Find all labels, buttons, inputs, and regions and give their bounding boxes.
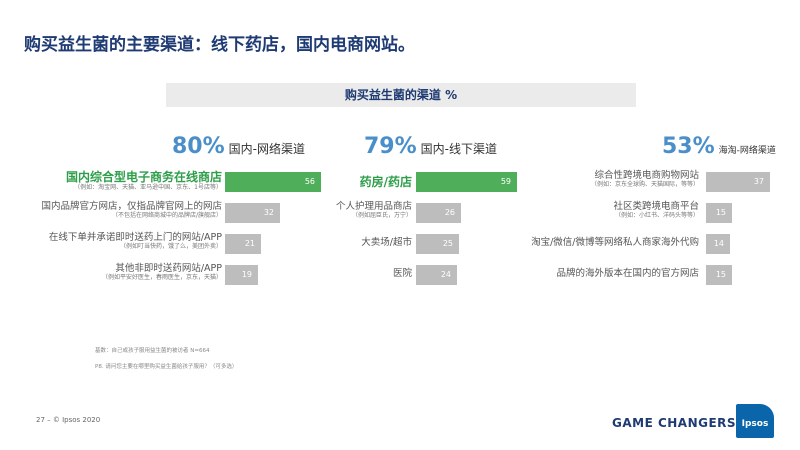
bar-value-label: 19 [241, 270, 252, 279]
note-base: 基数：自己或孩子服用益生菌的被访者 N=664 [95, 348, 210, 354]
bar-value-label: 37 [753, 177, 764, 186]
row-label-text: 品牌的海外版本在国内的官方网店 [556, 268, 699, 279]
row-label-subtext: （例如叮当快药，饿了么，美团外卖） [119, 242, 222, 250]
row-label: 个人护理用品商店 （例如屈臣氏，万宁） [335, 201, 412, 220]
bar: 15 [706, 265, 732, 285]
row-label-subtext: （例如屈臣氏，万宁） [351, 211, 412, 219]
row-label: 药房/药店 [359, 175, 412, 190]
row-label: 综合性跨境电商购物网站 （例如：京东全球购、天猫国际，等等） [590, 170, 699, 189]
group-name: 国内-网络渠道 [228, 142, 306, 156]
row-label: 淘宝/微信/微博等网络私人商家海外代购 [531, 237, 699, 249]
row-label-subtext: （例如平安好医生，春雨医生，京东，天猫） [101, 273, 222, 281]
row-label-text: 在线下单并承诺即时送药上门的网站/APP [48, 232, 222, 243]
row-label: 在线下单并承诺即时送药上门的网站/APP （例如叮当快药，饿了么，美团外卖） [48, 232, 222, 251]
row-label-subtext: （例如：小红书、洋码头等等） [614, 211, 699, 219]
row-label: 国内品牌官方网店，仅指品牌官网上的网店 （不包括在网络商城中的品牌店/旗舰店） [41, 201, 222, 220]
group-header-2: 79% 国内-线下渠道 [364, 134, 497, 159]
row-label-text: 医院 [392, 268, 412, 279]
group-name: 海淘-网络渠道 [718, 146, 776, 156]
row-label-text: 社区类跨境电商平台 [613, 201, 699, 212]
bar: 26 [416, 203, 461, 223]
bar: 32 [225, 203, 280, 223]
bar-value-label: 15 [715, 270, 726, 279]
bar: 21 [225, 234, 261, 254]
bar: 37 [706, 172, 770, 192]
row-label-text: 大卖场/超市 [361, 237, 412, 248]
row-label-text: 淘宝/微信/微博等网络私人商家海外代购 [531, 237, 699, 248]
bar-value-label: 56 [304, 177, 315, 186]
game-changers-tagline: GAME CHANGERS [612, 416, 737, 430]
row-label-text: 综合性跨境电商购物网站 [594, 170, 699, 181]
bar: 19 [225, 265, 258, 285]
bar: 25 [416, 234, 459, 254]
row-label: 社区类跨境电商平台 （例如：小红书、洋码头等等） [613, 201, 699, 220]
chart-title: 购买益生菌的渠道 % [166, 83, 636, 107]
group-name: 国内-线下渠道 [420, 142, 498, 156]
row-label-subtext: （例如：淘宝网、天猫、亚马逊中国、京东、1号店等） [74, 183, 222, 191]
page-title: 购买益生菌的主要渠道：线下药店，国内电商网站。 [24, 35, 415, 55]
bar: 59 [416, 172, 517, 192]
row-label-subtext: （不包括在网络商城中的品牌店/旗舰店） [111, 211, 222, 219]
group-header-3: 53% 海淘-网络渠道 [662, 134, 776, 159]
row-label-text: 药房/药店 [359, 175, 412, 189]
group-percent: 80% [172, 134, 225, 159]
bar-value-label: 24 [440, 270, 451, 279]
bar-value-label: 59 [500, 177, 511, 186]
note-question: P8. 请问您主要在哪里购买益生菌给孩子服用？（可多选） [95, 364, 238, 370]
group-percent: 53% [662, 134, 715, 159]
bar-value-label: 14 [713, 239, 724, 248]
ipsos-logo: Ipsos [736, 404, 774, 438]
row-label: 品牌的海外版本在国内的官方网店 [556, 268, 699, 280]
row-label-subtext: （例如：京东全球购、天猫国际，等等） [590, 180, 699, 188]
bar-value-label: 32 [263, 208, 274, 217]
group-percent: 79% [364, 134, 417, 159]
row-label-text: 个人护理用品商店 [335, 201, 412, 212]
row-label: 国内综合型电子商务在线商店 （例如：淘宝网、天猫、亚马逊中国、京东、1号店等） [65, 170, 222, 192]
row-label: 其他非即时送药网站/APP （例如平安好医生，春雨医生，京东，天猫） [101, 263, 222, 282]
bar: 24 [416, 265, 457, 285]
group-header-1: 80% 国内-网络渠道 [172, 134, 305, 159]
row-label-text: 国内综合型电子商务在线商店 [65, 170, 222, 184]
row-label: 大卖场/超市 [361, 237, 412, 249]
bar-value-label: 25 [442, 239, 453, 248]
row-label-text: 其他非即时送药网站/APP [115, 263, 222, 274]
row-label-text: 国内品牌官方网店，仅指品牌官网上的网店 [41, 201, 222, 212]
row-label: 医院 [392, 268, 412, 280]
bar: 15 [706, 203, 732, 223]
bar-value-label: 26 [444, 208, 455, 217]
bar: 14 [706, 234, 730, 254]
bar: 56 [225, 172, 321, 192]
bar-value-label: 15 [715, 208, 726, 217]
footer-page-number: 27 – © Ipsos 2020 [36, 416, 101, 424]
bar-value-label: 21 [244, 239, 255, 248]
